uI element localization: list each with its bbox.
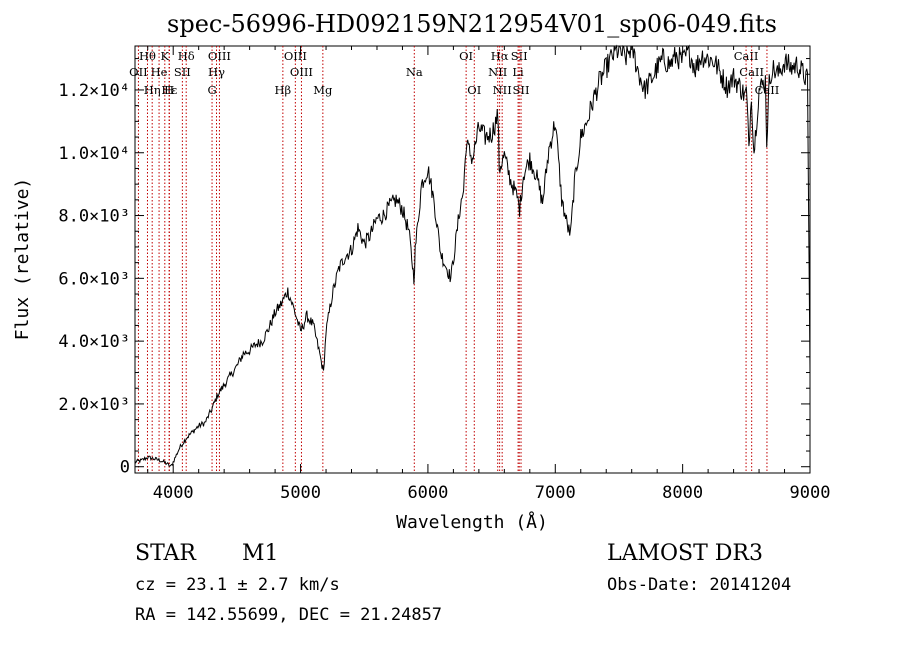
spectral-line-label: OII — [129, 65, 148, 79]
object-class: STAR — [135, 541, 197, 566]
y-tick-label: 0 — [120, 458, 130, 478]
spectral-line-label: NII — [493, 83, 512, 97]
y-axis: 0 2.0×10³ 4.0×10³ 6.0×10³ 8.0×10³ 1.0×10⁴ 1.2×… — [58, 58, 810, 478]
x-tick-label: 8000 — [662, 483, 703, 503]
plot-frame — [134, 45, 811, 474]
spectral-line-label: OIII — [208, 49, 231, 63]
spectral-line-label: Hβ — [275, 83, 292, 97]
y-tick-label: 6.0×10³ — [58, 269, 130, 289]
spectral-line-label: Hε — [161, 83, 177, 97]
spectral-line-label: Hδ — [178, 49, 195, 63]
spectral-line-label: NII — [488, 65, 507, 79]
flux-series-line — [134, 44, 811, 467]
spectral-line-label: OIII — [284, 49, 307, 63]
spectral-line-label: CaII — [755, 83, 780, 97]
spectral-line-label: CaII — [734, 49, 759, 63]
x-tick-label: 5000 — [280, 483, 321, 503]
spectral-line-label: Hα — [491, 49, 509, 63]
observation-date: Obs-Date: 20141204 — [607, 575, 791, 595]
spectral-line-label: He — [151, 65, 168, 79]
spectral-line-label: Hθ — [139, 49, 156, 63]
ra-dec-coordinates: RA = 142.55699, DEC = 21.24857 — [135, 605, 442, 625]
x-tick-label: 4000 — [153, 483, 194, 503]
x-tick-label: 7000 — [535, 483, 576, 503]
spectral-line-label: Hη — [144, 83, 161, 97]
spectral-line-label: G — [207, 83, 216, 97]
spectral-line-label: Li — [512, 65, 524, 79]
spectral-line-label: Mg — [313, 83, 333, 97]
y-tick-label: 4.0×10³ — [58, 332, 130, 352]
spectral-line-label: CaII — [739, 65, 764, 79]
chart-title: spec-56996-HD092159N212954V01_sp06-049.f… — [167, 10, 777, 38]
y-tick-label: 2.0×10³ — [58, 395, 130, 415]
y-tick-label: 1.0×10⁴ — [58, 144, 130, 164]
spectral-line-label: OI — [459, 49, 473, 63]
x-tick-label: 6000 — [407, 483, 448, 503]
spectral-line-label: K — [161, 49, 170, 63]
spectral-line-label: SII — [174, 65, 191, 79]
x-tick-label: 9000 — [790, 483, 831, 503]
spectral-line-label: Na — [406, 65, 423, 79]
y-tick-label: 1.2×10⁴ — [58, 81, 130, 101]
survey-name: LAMOST DR3 — [607, 541, 763, 566]
spectral-line-label: OI — [467, 83, 481, 97]
redshift-cz: cz = 23.1 ± 2.7 km/s — [135, 575, 340, 595]
y-tick-label: 8.0×10³ — [58, 207, 130, 227]
spectral-line-label: SII — [513, 83, 530, 97]
spectral-line-label: SII — [511, 49, 528, 63]
spectral-line-label: Hγ — [208, 65, 225, 79]
x-axis: 4000 5000 6000 7000 8000 9000 — [147, 46, 831, 503]
object-subclass: M1 — [242, 541, 279, 566]
x-axis-title: Wavelength (Å) — [396, 511, 548, 533]
spectral-line-label: OIII — [290, 65, 313, 79]
spectral-line-label: H — [164, 83, 174, 97]
y-axis-title: Flux (relative) — [12, 178, 33, 341]
